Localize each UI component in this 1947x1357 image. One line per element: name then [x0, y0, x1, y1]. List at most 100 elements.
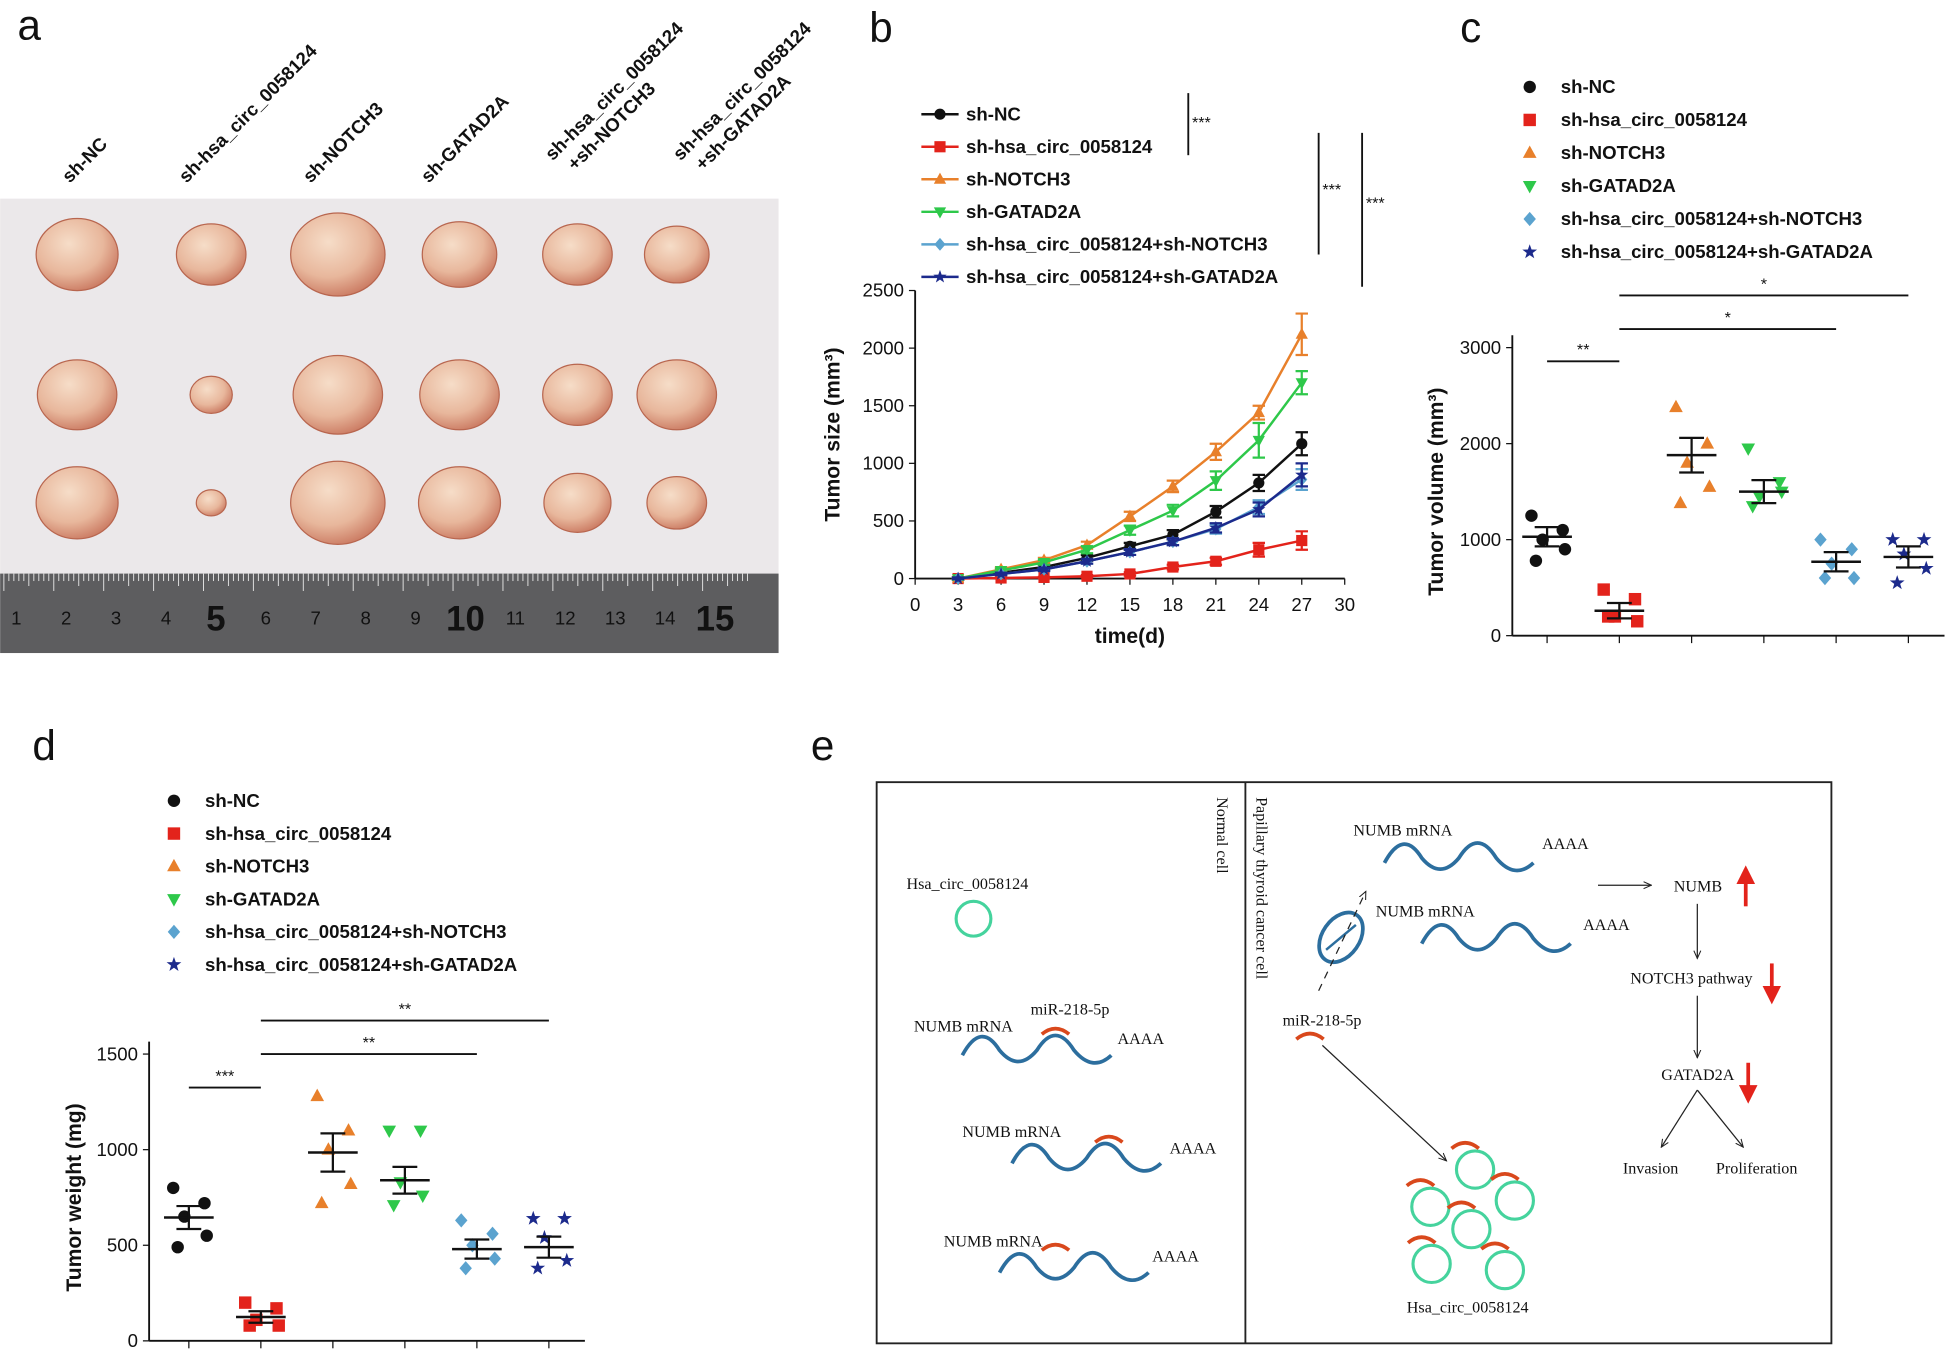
sample-label: sh-hsa_circ_0058124	[174, 40, 321, 187]
sem-bar	[392, 1165, 418, 1195]
sem-bar	[536, 1235, 562, 1259]
legend-marker	[934, 141, 946, 153]
marker	[455, 1213, 468, 1228]
region-label: Normal cell	[1213, 797, 1230, 874]
y-tick-label: 500	[107, 1234, 138, 1255]
marker	[1252, 405, 1265, 418]
y-tick-label: 2000	[1460, 433, 1501, 454]
legend-label: sh-hsa_circ_0058124	[1561, 109, 1748, 130]
mirna	[1093, 1134, 1124, 1144]
legend-label: sh-NOTCH3	[205, 856, 309, 877]
outcome-label: Proliferation	[1716, 1160, 1797, 1177]
significance-label: ***	[1322, 181, 1342, 199]
marker	[1885, 531, 1901, 546]
y-tick-label: 1000	[97, 1139, 138, 1160]
marker	[270, 1302, 283, 1315]
y-tick-label: 1000	[863, 453, 904, 474]
pathway-label: NOTCH3 pathway	[1630, 970, 1752, 987]
marker	[415, 1190, 430, 1203]
y-tick-label: 0	[894, 568, 904, 589]
x-tick-label: 12	[1077, 594, 1098, 615]
marker	[413, 1125, 428, 1138]
tumor	[417, 466, 502, 540]
x-axis-label: time(d)	[1095, 625, 1165, 648]
sem-bar	[1823, 551, 1849, 573]
marker	[1166, 534, 1180, 548]
significance-label: **	[399, 1000, 412, 1018]
sem-bar	[464, 1238, 490, 1260]
outcome-label: Invasion	[1623, 1160, 1679, 1177]
marker	[239, 1296, 252, 1309]
marker	[1295, 378, 1308, 390]
tumor	[646, 475, 708, 530]
sem-bar	[1679, 436, 1705, 474]
arrow	[1318, 891, 1367, 992]
marker	[1296, 534, 1308, 547]
polya-label: AAAA	[1152, 1248, 1199, 1265]
y-tick-label: 0	[1491, 625, 1501, 646]
legend-label: sh-hsa_circ_0058124+sh-GATAD2A	[966, 266, 1278, 287]
ruler-label: 3	[111, 607, 121, 628]
marker	[1210, 555, 1222, 567]
x-tick-label: 6	[996, 594, 1006, 615]
legend-marker	[1522, 145, 1537, 158]
x-tick-label: 15	[1120, 594, 1141, 615]
polya-label: AAAA	[1118, 1031, 1165, 1048]
legend-label: sh-hsa_circ_0058124+sh-GATAD2A	[1561, 241, 1873, 262]
polya-label: AAAA	[1170, 1140, 1217, 1157]
tumor	[290, 212, 386, 297]
legend-marker	[1523, 113, 1536, 127]
mirna-label: miR-218-5p	[1031, 1001, 1110, 1018]
marker	[1673, 495, 1688, 509]
legend-marker	[1522, 244, 1538, 259]
legend-label: sh-NC	[205, 790, 260, 811]
marker	[1123, 509, 1137, 521]
tumor	[290, 460, 386, 545]
ruler-label: 7	[311, 607, 321, 628]
circrna-label: Hsa_circ_0058124	[906, 876, 1028, 893]
legend-marker	[1523, 80, 1536, 94]
marker	[198, 1196, 211, 1210]
sample-label: sh-hsa_circ_0058124	[668, 17, 815, 164]
marker	[1253, 477, 1265, 489]
marker	[343, 1176, 358, 1190]
mrna-label: NUMB mRNA	[962, 1124, 1061, 1141]
legend-marker	[933, 172, 947, 184]
legend-label: sh-GATAD2A	[966, 201, 1081, 222]
legend-marker	[933, 207, 947, 219]
sem-bar	[320, 1132, 346, 1173]
marker	[1847, 570, 1861, 586]
mrna	[960, 1033, 1113, 1065]
region-label: Papillary thyroid cancer cell	[1253, 797, 1270, 980]
marker	[1124, 568, 1136, 580]
sem-bar	[1895, 545, 1921, 569]
ruler-label: 5	[206, 601, 225, 639]
circrna-label: Hsa_circ_0058124	[1407, 1299, 1529, 1316]
rna-complex	[1317, 910, 1365, 965]
x-tick-label: 9	[1039, 594, 1049, 615]
circrna	[1484, 1249, 1526, 1291]
x-tick-label: 18	[1163, 594, 1184, 615]
marker	[1038, 571, 1050, 583]
mrna-label: NUMB mRNA	[914, 1019, 1013, 1036]
marker	[1123, 545, 1137, 558]
circrna	[954, 899, 993, 938]
mirna	[1405, 1178, 1436, 1188]
ruler-label: 13	[605, 607, 626, 628]
mirna	[1450, 1140, 1480, 1150]
marker	[1080, 554, 1094, 567]
legend-marker	[167, 794, 181, 807]
tumor	[36, 359, 118, 431]
mrna-label: NUMB mRNA	[1353, 823, 1452, 840]
marker	[1814, 532, 1827, 547]
gene-label: NUMB	[1674, 878, 1722, 895]
marker	[1916, 531, 1932, 546]
y-tick-label: 1500	[97, 1043, 138, 1064]
marker	[386, 1200, 401, 1213]
y-tick-label: 2500	[863, 280, 904, 301]
legend-label: sh-NC	[1561, 76, 1616, 97]
significance-label: ***	[215, 1067, 235, 1085]
mirna	[1040, 1026, 1071, 1036]
